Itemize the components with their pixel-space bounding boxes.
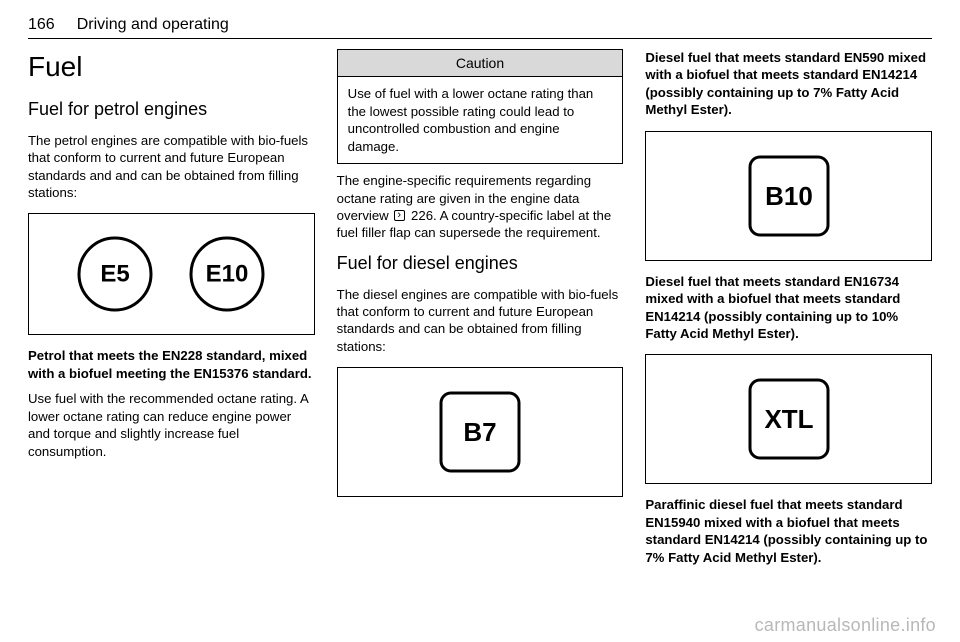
section-title: Driving and operating — [77, 16, 229, 34]
heading-diesel: Fuel for diesel engines — [337, 252, 624, 276]
column-3: Diesel fuel that meets standard EN590 mi… — [645, 49, 932, 642]
svg-text:B7: B7 — [463, 417, 496, 447]
svg-text:E10: E10 — [206, 261, 249, 288]
heading-fuel: Fuel — [28, 49, 315, 86]
column-2: Caution Use of fuel with a lower octane … — [337, 49, 624, 642]
e5-e10-icon: E5 E10 — [41, 226, 301, 322]
svg-text:E5: E5 — [101, 261, 130, 288]
caution-title: Caution — [338, 50, 623, 77]
heading-petrol: Fuel for petrol engines — [28, 98, 315, 122]
diesel-xtl-symbol: XTL — [645, 354, 932, 484]
diesel-intro-text: The diesel engines are compatible with b… — [337, 286, 624, 356]
petrol-fuel-symbols: E5 E10 — [28, 213, 315, 335]
diesel-b10-symbol: B10 — [645, 131, 932, 261]
xtl-icon: XTL — [659, 367, 919, 471]
b7-desc-text: Diesel fuel that meets standard EN590 mi… — [645, 49, 932, 119]
b7-icon: B7 — [350, 380, 610, 484]
watermark: carmanualsonline.info — [755, 615, 936, 636]
b10-desc-text: Diesel fuel that meets standard EN16734 … — [645, 273, 932, 343]
svg-text:XTL: XTL — [764, 404, 813, 434]
content-columns: Fuel Fuel for petrol engines The petrol … — [28, 49, 932, 642]
page-number: 166 — [28, 16, 55, 34]
diesel-b7-symbol: B7 — [337, 367, 624, 497]
petrol-intro-text: The petrol engines are compatible with b… — [28, 132, 315, 202]
xtl-desc-text: Paraffinic diesel fuel that meets standa… — [645, 496, 932, 566]
caution-box: Caution Use of fuel with a lower octane … — [337, 49, 624, 164]
page: 166 Driving and operating Fuel Fuel for … — [0, 0, 960, 642]
petrol-octane-text: Use fuel with the recommended octane rat… — [28, 390, 315, 460]
page-ref-icon — [394, 210, 405, 221]
column-1: Fuel Fuel for petrol engines The petrol … — [28, 49, 315, 642]
svg-text:B10: B10 — [765, 181, 813, 211]
petrol-standard-text: Petrol that meets the EN228 standard, mi… — [28, 347, 315, 382]
b10-icon: B10 — [659, 144, 919, 248]
page-header: 166 Driving and operating — [28, 16, 932, 39]
caution-body: Use of fuel with a lower octane rating t… — [338, 77, 623, 163]
octane-ref-text: The engine-specific requirements regardi… — [337, 172, 624, 242]
